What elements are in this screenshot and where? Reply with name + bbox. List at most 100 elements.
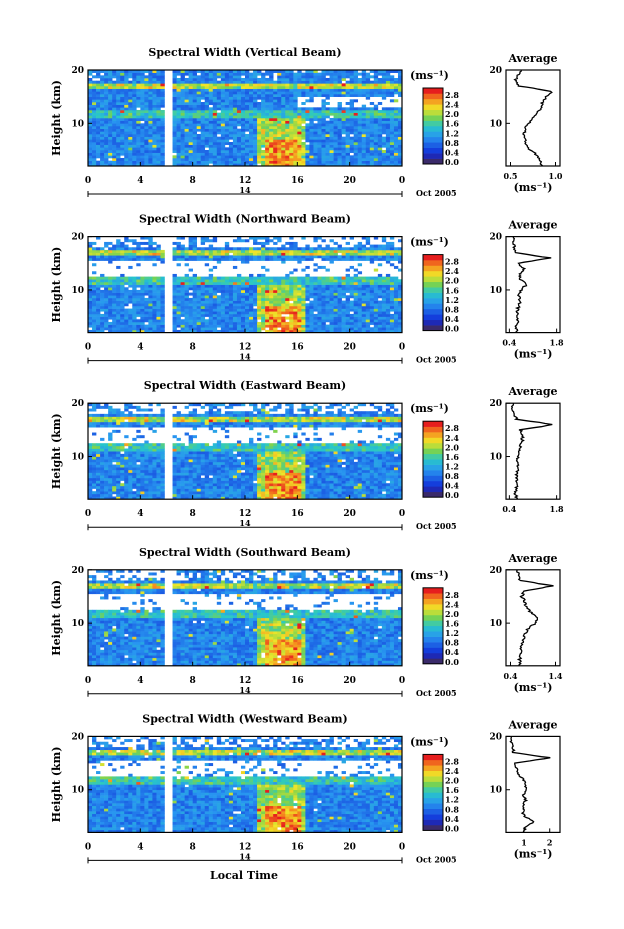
- heatmap-cell: [176, 128, 181, 132]
- heatmap-cell: [116, 152, 121, 156]
- heatmap-cell: [196, 496, 202, 500]
- heatmap-cell: [305, 83, 310, 87]
- heatmap-cell: [313, 147, 318, 151]
- heatmap-cell: [373, 284, 379, 288]
- heatmap-cell: [200, 313, 206, 317]
- heatmap-cell: [156, 144, 161, 148]
- heatmap-cell: [397, 329, 403, 333]
- heatmap-cell: [236, 75, 242, 79]
- heatmap-cell: [301, 144, 306, 148]
- heatmap-cell: [249, 99, 254, 103]
- heatmap-cell: [273, 139, 278, 143]
- heatmap-cell: [373, 316, 379, 320]
- heatmap-cell: [321, 496, 326, 500]
- heatmap-cell: [96, 152, 101, 156]
- heatmap-cell: [313, 268, 318, 272]
- heatmap-cell: [249, 142, 254, 145]
- heatmap-cell: [349, 142, 354, 145]
- heatmap-cell: [128, 279, 133, 283]
- heatmap-cell: [269, 255, 274, 259]
- heatmap-cell: [369, 123, 375, 127]
- heatmap-cell: [321, 257, 326, 261]
- heatmap-cell: [337, 86, 342, 89]
- heatmap-cell: [281, 83, 286, 87]
- heatmap-cell: [104, 313, 109, 317]
- heatmap-cell: [261, 112, 266, 116]
- heatmap-cell: [289, 110, 294, 113]
- heatmap-cell: [140, 329, 145, 333]
- heatmap-cell: [341, 279, 346, 283]
- heatmap-cell: [369, 327, 375, 331]
- heatmap-cell: [232, 70, 238, 73]
- heatmap-cell: [329, 249, 334, 253]
- heatmap-cell: [377, 86, 383, 89]
- heatmap-cell: [293, 91, 298, 95]
- heatmap-cell: [289, 308, 294, 312]
- heatmap-cell: [104, 496, 109, 500]
- heatmap-cell: [301, 86, 306, 89]
- heatmap-cell: [192, 255, 197, 259]
- heatmap-cell: [148, 134, 153, 137]
- heatmap-cell: [301, 297, 306, 301]
- heatmap-cell: [397, 150, 403, 153]
- heatmap-cell: [333, 126, 338, 129]
- heatmap-cell: [180, 104, 185, 108]
- heatmap-cell: [257, 324, 262, 328]
- heatmap-cell: [100, 134, 105, 137]
- heatmap-cell: [289, 136, 294, 140]
- heatmap-cell: [321, 118, 326, 121]
- heatmap-cell: [345, 80, 350, 84]
- heatmap-cell: [289, 96, 294, 100]
- heatmap-cell: [212, 247, 218, 251]
- heatmap-cell: [112, 158, 117, 161]
- heatmap-cell: [108, 316, 113, 320]
- heatmap-cell: [369, 276, 375, 280]
- heatmap-cell: [180, 102, 185, 105]
- heatmap-cell: [188, 308, 193, 312]
- heatmap-cell: [285, 493, 290, 497]
- heatmap-cell: [188, 147, 193, 151]
- heatmap-cell: [393, 139, 399, 143]
- heatmap-cell: [188, 80, 193, 84]
- heatmap-cell: [192, 279, 197, 283]
- heatmap-cell: [253, 324, 258, 328]
- heatmap-cell: [313, 249, 318, 253]
- heatmap-cell: [140, 131, 145, 135]
- heatmap-cell: [136, 70, 141, 73]
- heatmap-cell: [140, 72, 145, 76]
- heatmap-cell: [277, 134, 282, 137]
- heatmap-cell: [148, 136, 153, 140]
- heatmap-cell: [309, 158, 314, 161]
- heatmap-cell: [108, 295, 113, 299]
- heatmap-cell: [208, 297, 214, 301]
- heatmap-cell: [309, 123, 314, 127]
- heatmap-cell: [357, 496, 363, 500]
- heatmap-cell: [245, 88, 250, 92]
- heatmap-cell: [385, 86, 391, 89]
- heatmap-cell: [220, 150, 226, 153]
- heatmap-cell: [289, 321, 294, 325]
- heatmap-cell: [240, 112, 246, 116]
- heatmap-cell: [104, 297, 109, 301]
- heatmap-cell: [132, 139, 137, 143]
- heatmap-cell: [144, 249, 149, 253]
- heatmap-cell: [281, 496, 286, 500]
- heatmap-cell: [228, 107, 234, 111]
- heatmap-cell: [128, 292, 133, 296]
- heatmap-cell: [393, 155, 399, 159]
- heatmap-cell: [313, 255, 318, 259]
- heatmap-cell: [96, 112, 101, 116]
- heatmap-cell: [393, 252, 399, 256]
- heatmap-cell: [353, 158, 359, 161]
- heatmap-cell: [184, 91, 189, 95]
- heatmap-cell: [116, 279, 121, 283]
- heatmap-cell: [393, 152, 399, 156]
- heatmap-cell: [184, 136, 189, 140]
- heatmap-cell: [132, 91, 137, 95]
- heatmap-cell: [281, 289, 286, 293]
- heatmap-cell: [305, 91, 310, 95]
- heatmap-cell: [152, 496, 157, 500]
- heatmap-cell: [289, 241, 294, 245]
- colorbar-frame: [422, 87, 444, 165]
- heatmap-cell: [277, 96, 282, 100]
